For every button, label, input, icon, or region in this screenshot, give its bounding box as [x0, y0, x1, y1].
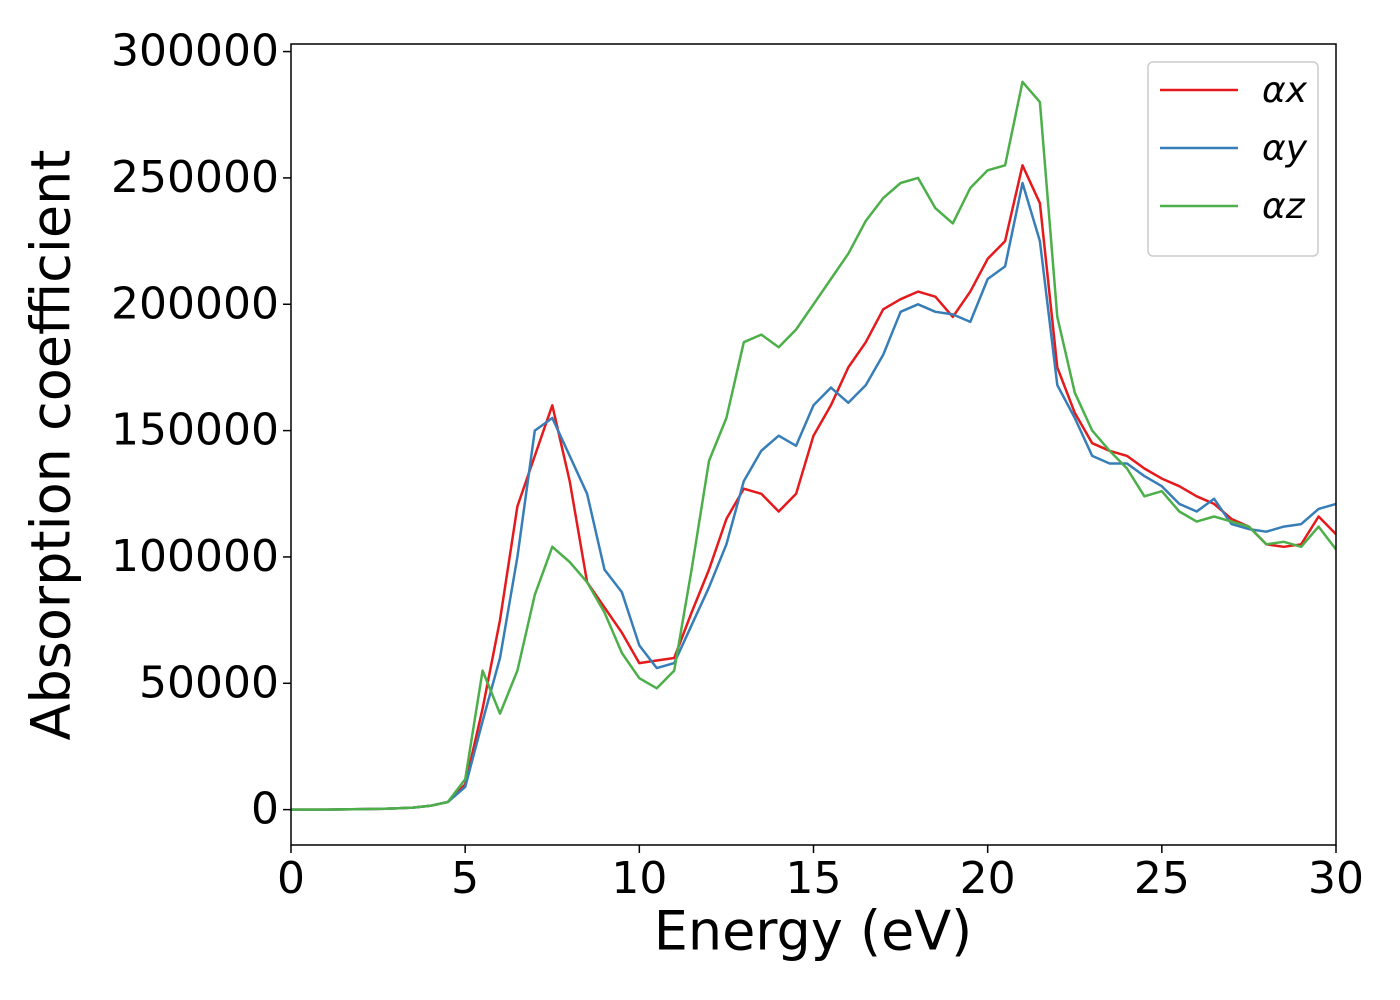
y-tick-label: 100000 — [111, 531, 279, 582]
x-tick-label: 10 — [611, 853, 667, 904]
x-tick-label: 25 — [1134, 853, 1190, 904]
x-tick-label: 30 — [1308, 853, 1364, 904]
plot-frame — [290, 43, 1337, 846]
legend-label: αx — [1262, 70, 1308, 111]
legend-label: αz — [1262, 186, 1306, 227]
y-tick-label: 50000 — [139, 657, 279, 708]
y-tick-label: 0 — [251, 784, 279, 835]
x-tick-label: 20 — [960, 853, 1016, 904]
legend-label: αy — [1262, 128, 1308, 169]
line-series — [291, 80, 1336, 811]
line-series — [291, 181, 1336, 811]
y-tick-label: 200000 — [111, 278, 279, 329]
y-axis-label: Absorption coefficient — [20, 150, 83, 741]
y-tick-label: 250000 — [111, 152, 279, 203]
legend-box — [1147, 61, 1319, 257]
x-axis-label: Energy (eV) — [654, 900, 973, 963]
x-tick-label: 15 — [786, 853, 842, 904]
y-tick-label: 300000 — [111, 26, 279, 77]
line-series — [291, 164, 1336, 811]
y-tick-label: 150000 — [111, 405, 279, 456]
x-tick-label: 0 — [277, 853, 305, 904]
x-tick-label: 5 — [451, 853, 479, 904]
